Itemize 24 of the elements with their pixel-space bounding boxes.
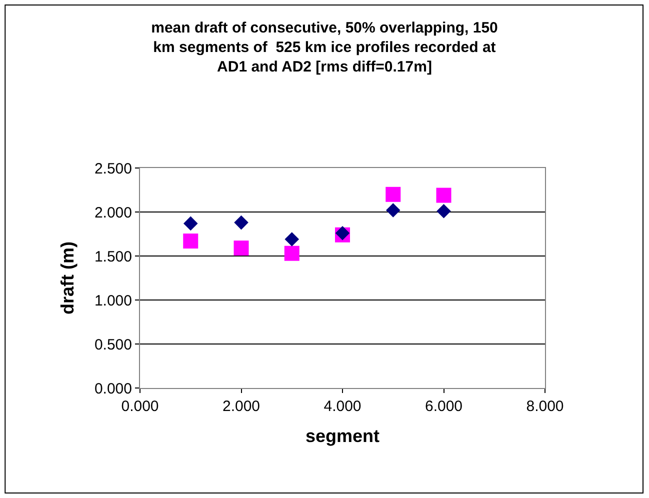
- point: [183, 216, 198, 231]
- chart-title: mean draft of consecutive, 50% overlapping, 150 km segments of 525 km ice profiles recorded at AD1 and AD2 [rms diff=0.17m]: [151, 19, 498, 76]
- y-tick-label: 2.500: [94, 160, 132, 178]
- y-tick-label: 1.000: [94, 292, 132, 310]
- x-tick-label: 8.000: [526, 398, 564, 415]
- y-tick-label: 2.000: [94, 204, 132, 222]
- y-tick-label: 1.500: [94, 248, 132, 266]
- point: [436, 188, 452, 203]
- point: [436, 204, 451, 218]
- x-tick-label: 0.000: [121, 398, 159, 415]
- point: [284, 246, 300, 261]
- point: [386, 203, 400, 218]
- x-axis-title: segment: [305, 426, 380, 446]
- point: [183, 234, 198, 249]
- x-tick-label: 2.000: [222, 398, 260, 415]
- point: [234, 215, 248, 230]
- point: [386, 186, 401, 202]
- y-tick-label: 0.500: [94, 336, 132, 354]
- x-tick-label: 6.000: [424, 398, 463, 415]
- point: [234, 240, 249, 256]
- y-axis-title: draft (m): [58, 242, 78, 314]
- point: [284, 232, 300, 246]
- x-tick-label: 4.000: [324, 398, 362, 415]
- y-tick-label: 0.000: [94, 380, 132, 398]
